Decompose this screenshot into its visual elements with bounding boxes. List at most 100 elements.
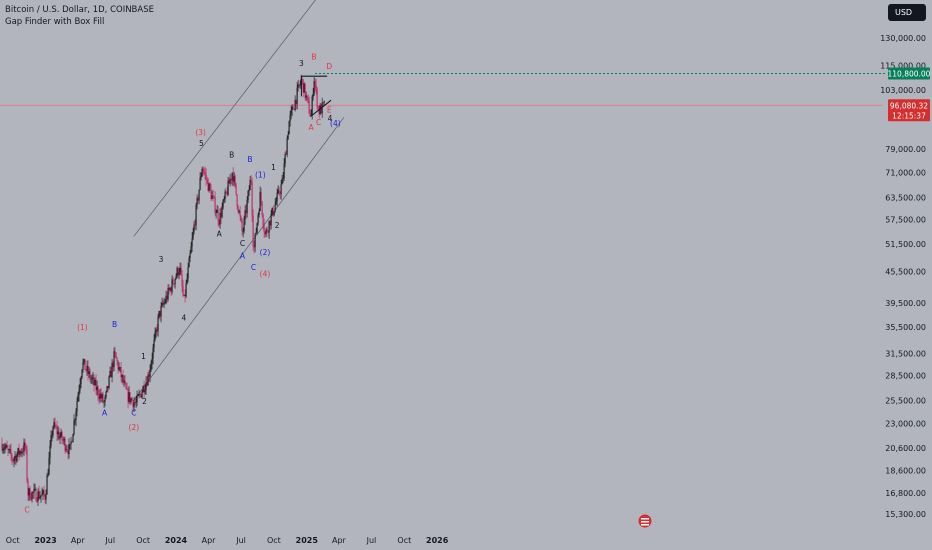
candle-body <box>245 210 247 214</box>
candle-body <box>135 402 137 403</box>
candle-body <box>173 284 175 285</box>
candle-body <box>70 441 72 445</box>
candle-body <box>319 105 321 115</box>
candle-body <box>259 191 261 212</box>
candle-body <box>7 447 9 450</box>
candle-body <box>179 267 181 272</box>
candle-body <box>151 358 153 364</box>
candle-body <box>32 492 34 493</box>
candle-body <box>254 233 256 248</box>
candle-body <box>105 391 107 398</box>
wave-label: 2 <box>142 397 147 406</box>
candle-body <box>252 215 254 247</box>
candle-body <box>193 224 195 232</box>
candle-body <box>71 441 73 443</box>
candle-body <box>284 153 286 164</box>
candle-body <box>223 199 225 201</box>
wave-label: 3 <box>299 59 304 68</box>
candle-body <box>121 374 123 378</box>
candle-body <box>167 287 169 300</box>
candle-body <box>142 386 144 393</box>
candle-body <box>275 201 277 205</box>
candle-body <box>251 181 253 216</box>
candle-body <box>220 212 222 218</box>
candle-body <box>154 331 156 340</box>
candle-body <box>260 191 262 202</box>
candle-body <box>295 99 297 105</box>
candle-body <box>189 253 191 258</box>
candle-body <box>316 88 318 107</box>
candle-body <box>36 501 38 502</box>
candle-body <box>278 189 280 194</box>
candle-body <box>243 218 245 232</box>
candle-body <box>114 351 116 353</box>
candle-body <box>77 394 79 402</box>
candle-body <box>221 207 223 218</box>
candle-body <box>230 179 232 180</box>
candle-body <box>87 365 89 375</box>
candle-body <box>24 442 26 447</box>
candle-body <box>204 172 206 175</box>
candle-body <box>198 189 200 201</box>
candle-body <box>207 179 209 192</box>
candle-body <box>55 427 57 428</box>
candle-body <box>149 370 151 377</box>
wave-label: (2) <box>260 248 271 257</box>
candle-body <box>18 448 20 455</box>
candle-body <box>222 200 224 208</box>
candle-body <box>208 183 210 192</box>
candle-body <box>229 179 231 184</box>
candle-body <box>320 105 322 114</box>
candle-body <box>133 402 135 408</box>
event-flag-icon[interactable] <box>638 514 652 528</box>
candle-body <box>110 370 112 378</box>
candle-body <box>177 268 179 276</box>
candle-body <box>80 377 82 385</box>
candle-body <box>25 446 27 450</box>
candle-body <box>157 316 159 332</box>
wave-label: 4 <box>181 314 186 323</box>
candle-body <box>67 450 69 455</box>
candle-body <box>116 358 118 362</box>
chart-header: Bitcoin / U.S. Dollar, 1D, COINBASE Gap … <box>5 4 154 28</box>
y-tick-label: 18,600.00 <box>885 467 926 476</box>
candle-body <box>65 449 67 451</box>
candle-body <box>261 201 263 215</box>
candle-body <box>102 394 104 402</box>
wave-label: C <box>251 263 256 272</box>
candle-body <box>75 411 77 420</box>
candle-body <box>312 93 314 97</box>
candle-body <box>234 176 236 184</box>
currency-button[interactable]: USD <box>888 4 926 21</box>
candle-body <box>33 489 35 493</box>
candle-body <box>195 205 197 226</box>
candle-body <box>73 420 75 435</box>
candle-body <box>125 383 127 390</box>
candle-body <box>180 267 182 275</box>
candle-body <box>301 78 303 80</box>
candle-body <box>309 113 311 117</box>
y-tick-label: 35,500.00 <box>885 323 926 332</box>
candle-body <box>130 398 132 403</box>
candle-body <box>255 232 257 234</box>
candle-body <box>97 386 99 396</box>
wave-label: A <box>308 123 314 132</box>
candle-body <box>314 81 316 86</box>
candle-body <box>54 422 56 428</box>
candle-body <box>34 488 36 490</box>
candle-body <box>124 380 126 384</box>
gap-level-badge-text: 110,800.00 <box>888 70 931 79</box>
candle-body <box>28 488 30 496</box>
candle-body <box>175 276 177 279</box>
candle-body <box>241 220 243 232</box>
candle-body <box>302 79 304 93</box>
candle-body <box>111 362 113 378</box>
candle-body <box>168 287 170 291</box>
x-tick-label: 2026 <box>426 536 449 545</box>
candle-body <box>143 386 145 393</box>
candle-body <box>53 422 55 428</box>
candle-body <box>178 271 180 276</box>
candle-body <box>297 84 299 88</box>
y-tick-label: 39,500.00 <box>885 299 926 308</box>
